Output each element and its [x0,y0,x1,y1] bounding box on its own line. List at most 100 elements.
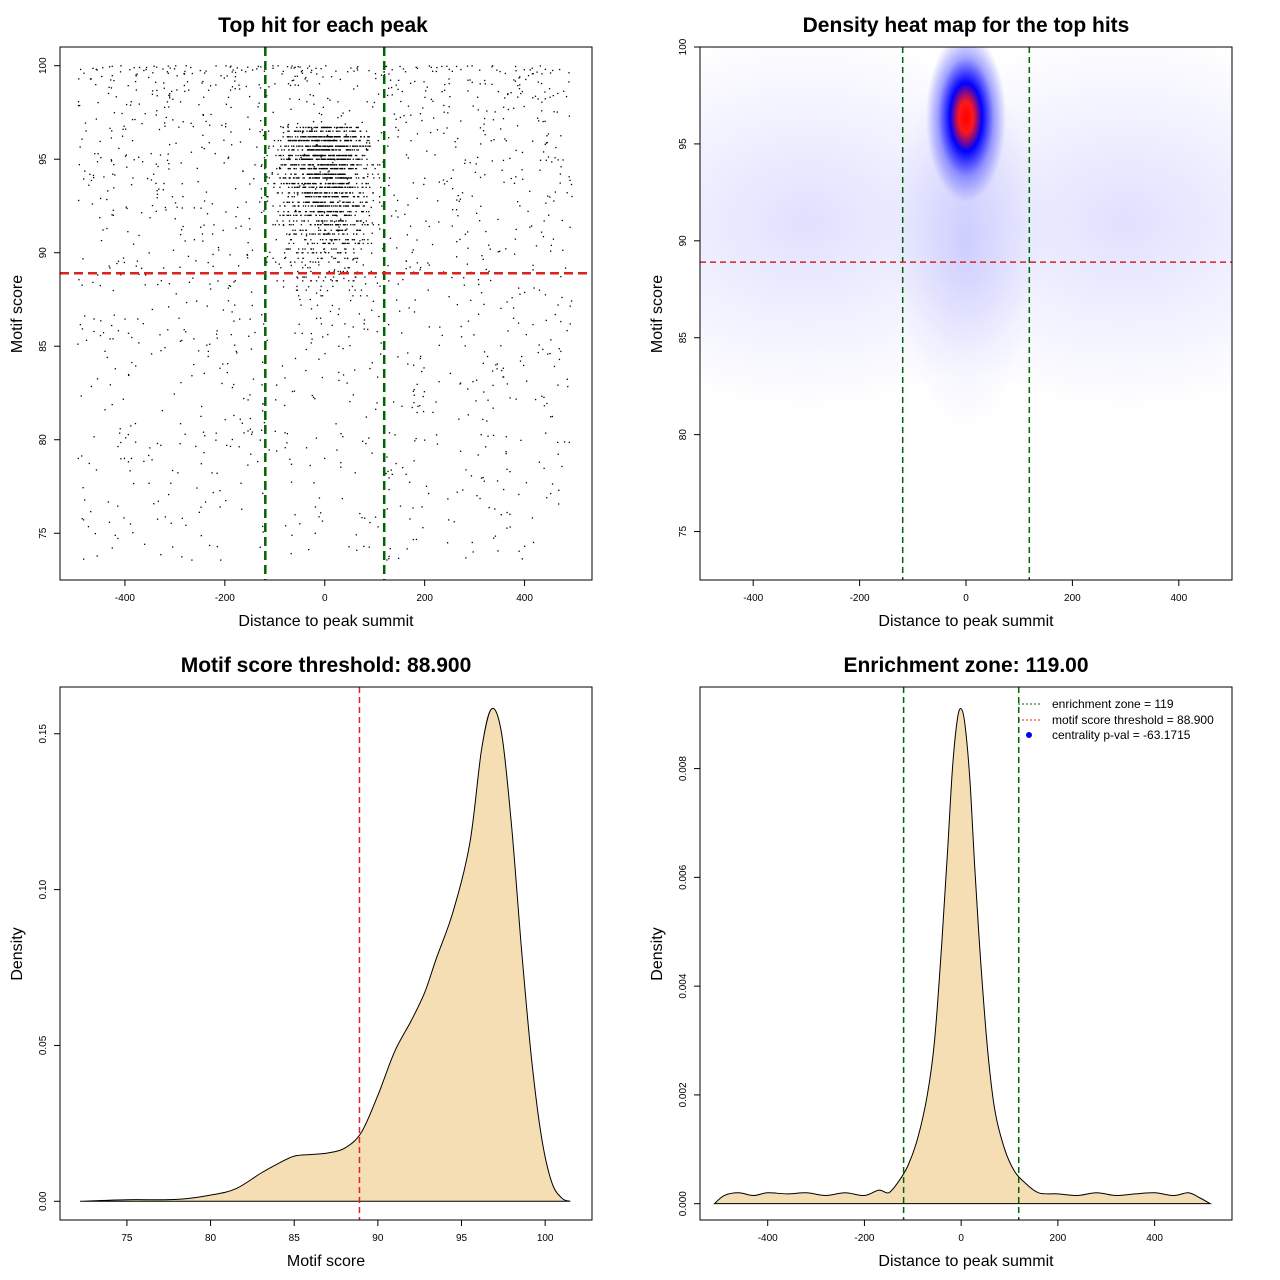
data-point [352,196,355,198]
data-point [289,167,291,170]
data-point [329,173,332,175]
data-point [566,192,568,194]
data-point [209,85,212,87]
data-point [372,199,374,202]
data-point [111,130,113,132]
data-point [357,205,359,207]
data-point [496,480,499,482]
data-point [465,469,467,471]
data-point [476,379,478,381]
data-point [443,132,445,134]
data-point [85,339,88,342]
data-point [192,277,194,279]
data-point [378,315,380,318]
data-point [519,293,521,295]
data-point [339,173,341,175]
data-point [184,90,186,93]
data-point [346,242,349,245]
data-point [293,139,295,142]
data-point [557,159,559,161]
data-point [289,154,291,157]
data-point [322,196,325,198]
data-point [89,173,91,176]
data-point [347,71,349,73]
data-point [397,129,400,131]
data-point [344,154,346,157]
data-point [525,482,528,484]
data-point [507,93,509,95]
data-point [317,257,319,260]
data-point [349,136,352,138]
data-point [357,126,359,129]
data-point [326,196,328,198]
data-point [309,164,311,166]
data-point [295,209,297,212]
data-point [104,409,106,411]
data-point [176,89,178,91]
data-point [379,228,381,230]
heat-peak [926,47,1006,203]
data-point [342,196,345,198]
data-point [301,154,303,157]
data-point [246,254,249,256]
data-point [308,139,310,142]
data-point [332,214,334,217]
data-point [243,397,245,400]
data-point [222,309,225,311]
data-point [366,142,368,144]
data-point [338,252,340,254]
data-point [155,81,157,83]
data-point [96,555,98,557]
data-point [360,130,362,132]
data-point [113,187,115,189]
data-point [291,164,293,166]
data-point [96,161,99,163]
data-point [294,233,296,235]
data-point [455,209,458,211]
data-point [151,204,154,207]
data-point [338,136,340,138]
data-point [451,70,453,72]
data-point [335,182,337,185]
data-point [308,136,310,138]
data-point [294,229,296,231]
data-point [294,173,296,175]
data-point [163,87,165,89]
data-point [326,167,328,170]
data-point [291,139,293,142]
data-point [309,267,311,269]
data-point [382,248,384,250]
data-point [506,383,509,385]
data-point [159,154,162,156]
data-point [82,558,85,560]
data-point [360,289,363,291]
data-point [233,320,235,322]
data-point [311,210,313,213]
x-tick-label: -200 [850,593,870,604]
data-point [518,493,520,496]
data-point [377,526,379,528]
data-point [203,96,205,98]
data-point [341,242,344,245]
data-point [120,65,122,67]
data-point [356,220,358,222]
data-point [465,557,467,559]
data-point [548,88,551,90]
data-point [483,117,486,120]
data-point [308,65,311,67]
data-point [336,136,339,138]
data-point [297,270,299,273]
data-point [351,192,354,194]
data-point [338,233,340,235]
data-point [205,120,207,123]
data-point [299,126,302,129]
data-point [337,177,339,179]
data-point [164,206,167,209]
data-point [423,81,425,83]
data-point [221,382,223,385]
data-point [472,380,474,383]
data-point [296,277,299,279]
data-point [301,72,304,74]
data-point [297,84,299,86]
data-point [278,263,280,265]
